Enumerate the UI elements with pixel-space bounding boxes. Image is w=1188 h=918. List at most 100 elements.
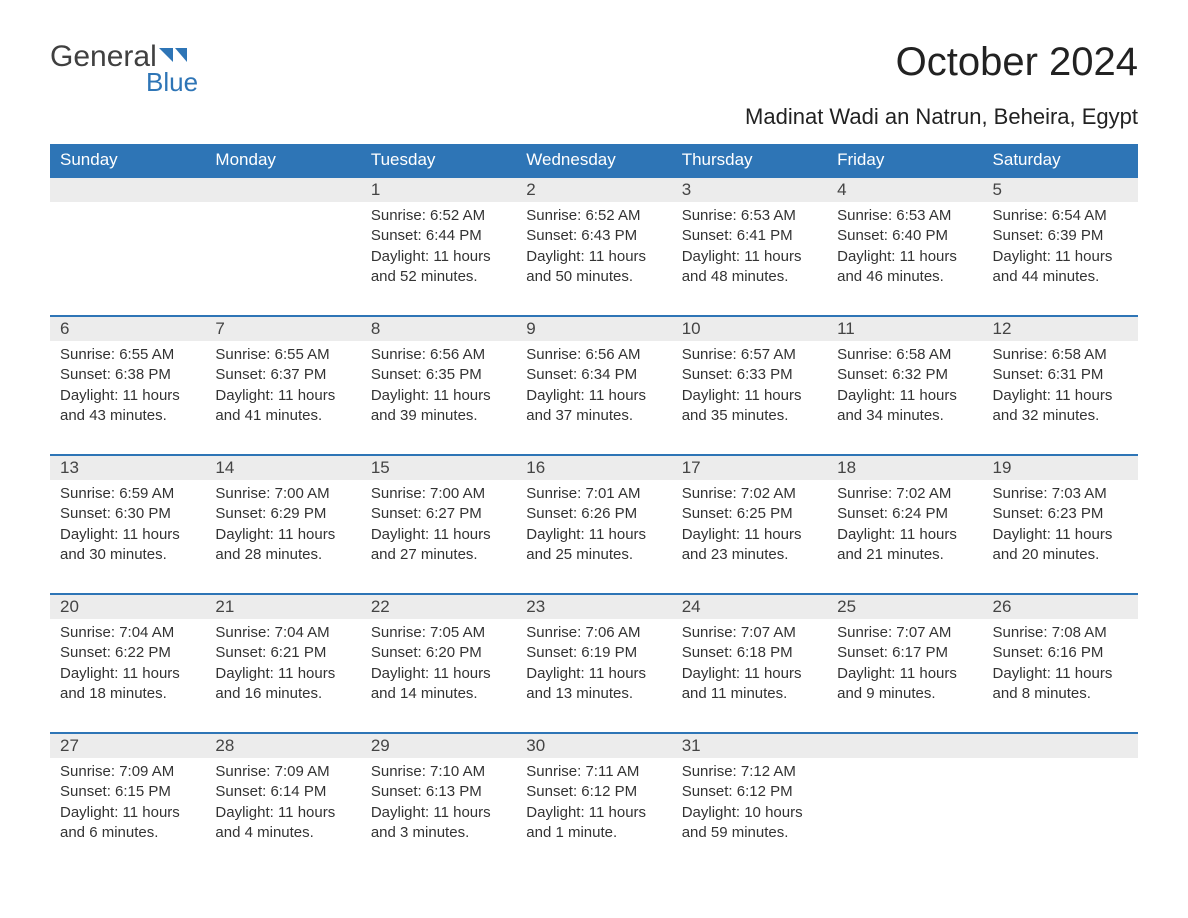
day-number: 4 [837,180,846,199]
day-number-cell: 20 [50,594,205,619]
sunrise-text: Sunrise: 6:55 AM [60,345,195,365]
sunrise-text: Sunrise: 6:56 AM [526,345,661,365]
sunset-text: Sunset: 6:14 PM [215,782,350,802]
sunset-text: Sunset: 6:41 PM [682,226,817,246]
sunset-text: Sunset: 6:17 PM [837,643,972,663]
day-number-cell: 3 [672,177,827,202]
day-number-cell [50,177,205,202]
sunset-text: Sunset: 6:33 PM [682,365,817,385]
day-content-cell [50,202,205,316]
day-number-cell: 8 [361,316,516,341]
sunset-text: Sunset: 6:34 PM [526,365,661,385]
weekday-header: Monday [205,144,360,177]
daylight-text: Daylight: 11 hours and 8 minutes. [993,664,1128,705]
day-number-cell: 27 [50,733,205,758]
daylight-text: Daylight: 11 hours and 9 minutes. [837,664,972,705]
day-number: 14 [215,458,234,477]
daylight-text: Daylight: 11 hours and 28 minutes. [215,525,350,566]
day-content-cell: Sunrise: 6:55 AMSunset: 6:38 PMDaylight:… [50,341,205,455]
day-number: 28 [215,736,234,755]
daynum-row: 6 789 10 11 12 [50,316,1138,341]
day-number-cell: 18 [827,455,982,480]
sunrise-text: Sunrise: 7:09 AM [60,762,195,782]
day-content-cell: Sunrise: 6:54 AMSunset: 6:39 PMDaylight:… [983,202,1138,316]
day-number: 3 [682,180,691,199]
day-number-cell: 11 [827,316,982,341]
daylight-text: Daylight: 11 hours and 1 minute. [526,803,661,844]
daylight-text: Daylight: 11 hours and 3 minutes. [371,803,506,844]
sunrise-text: Sunrise: 7:02 AM [837,484,972,504]
daylight-text: Daylight: 11 hours and 18 minutes. [60,664,195,705]
daylight-text: Daylight: 11 hours and 43 minutes. [60,386,195,427]
day-content-cell [205,202,360,316]
day-content-cell: Sunrise: 7:05 AMSunset: 6:20 PMDaylight:… [361,619,516,733]
sunset-text: Sunset: 6:26 PM [526,504,661,524]
day-content-cell: Sunrise: 6:57 AMSunset: 6:33 PMDaylight:… [672,341,827,455]
day-number: 13 [60,458,79,477]
day-content-cell: Sunrise: 6:58 AMSunset: 6:31 PMDaylight:… [983,341,1138,455]
day-number-cell: 28 [205,733,360,758]
sunset-text: Sunset: 6:30 PM [60,504,195,524]
sunrise-text: Sunrise: 6:58 AM [837,345,972,365]
day-number-cell: 9 [516,316,671,341]
day-number: 12 [993,319,1012,338]
day-number-cell: 29 [361,733,516,758]
brand-blue: Blue [146,67,198,97]
sunset-text: Sunset: 6:16 PM [993,643,1128,663]
day-content-cell: Sunrise: 7:02 AMSunset: 6:25 PMDaylight:… [672,480,827,594]
sunrise-text: Sunrise: 7:07 AM [682,623,817,643]
sunset-text: Sunset: 6:12 PM [526,782,661,802]
day-number: 10 [682,319,701,338]
weekday-header: Sunday [50,144,205,177]
daylight-text: Daylight: 11 hours and 23 minutes. [682,525,817,566]
day-content-cell: Sunrise: 7:03 AMSunset: 6:23 PMDaylight:… [983,480,1138,594]
sunrise-text: Sunrise: 7:09 AM [215,762,350,782]
daylight-text: Daylight: 11 hours and 46 minutes. [837,247,972,288]
day-number: 9 [526,319,535,338]
day-content-cell: Sunrise: 6:55 AMSunset: 6:37 PMDaylight:… [205,341,360,455]
daycontent-row: Sunrise: 6:59 AMSunset: 6:30 PM Daylight:… [50,480,1138,594]
location: Madinat Wadi an Natrun, Beheira, Egypt [50,104,1138,130]
day-content-cell: Sunrise: 6:59 AMSunset: 6:30 PMDaylight:… [50,480,205,594]
day-number-cell: 5 [983,177,1138,202]
day-number-cell: 16 [516,455,671,480]
day-content-cell: Sunrise: 7:09 AMSunset: 6:15 PMDaylight:… [50,758,205,871]
day-content-cell: Sunrise: 7:06 AMSunset: 6:19 PMDaylight:… [516,619,671,733]
sunset-text: Sunset: 6:21 PM [215,643,350,663]
sunset-text: Sunset: 6:24 PM [837,504,972,524]
daylight-text: Daylight: 11 hours and 6 minutes. [60,803,195,844]
sunrise-text: Sunrise: 7:00 AM [215,484,350,504]
day-number: 22 [371,597,390,616]
daylight-text: Daylight: 11 hours and 20 minutes. [993,525,1128,566]
daylight-text: Daylight: 11 hours and 37 minutes. [526,386,661,427]
day-number: 21 [215,597,234,616]
title-block: October 2024 [896,40,1138,85]
day-number: 31 [682,736,701,755]
sunrise-text: Sunrise: 6:58 AM [993,345,1128,365]
day-content-cell: Sunrise: 6:53 AMSunset: 6:40 PMDaylight:… [827,202,982,316]
day-number: 19 [993,458,1012,477]
day-number-cell: 14 [205,455,360,480]
day-content-cell: Sunrise: 7:12 AMSunset: 6:12 PMDaylight:… [672,758,827,871]
day-content-cell: Sunrise: 7:09 AMSunset: 6:14 PMDaylight:… [205,758,360,871]
day-content-cell: Sunrise: 7:08 AMSunset: 6:16 PMDaylight:… [983,619,1138,733]
sunset-text: Sunset: 6:18 PM [682,643,817,663]
day-content-cell: Sunrise: 6:52 AMSunset: 6:44 PMDaylight:… [361,202,516,316]
daylight-text: Daylight: 11 hours and 4 minutes. [215,803,350,844]
daylight-text: Daylight: 11 hours and 14 minutes. [371,664,506,705]
sunset-text: Sunset: 6:37 PM [215,365,350,385]
sunset-text: Sunset: 6:13 PM [371,782,506,802]
day-number: 27 [60,736,79,755]
sunrise-text: Sunrise: 6:59 AM [60,484,195,504]
day-number-cell: 25 [827,594,982,619]
day-number-cell: 15 [361,455,516,480]
day-number-cell: 19 [983,455,1138,480]
day-number-cell: 7 [205,316,360,341]
day-content-cell: Sunrise: 6:58 AMSunset: 6:32 PMDaylight:… [827,341,982,455]
daycontent-row: Sunrise: 6:55 AMSunset: 6:38 PMDaylight:… [50,341,1138,455]
day-number-cell: 6 [50,316,205,341]
sunrise-text: Sunrise: 6:53 AM [682,206,817,226]
day-number: 29 [371,736,390,755]
day-number: 6 [60,319,69,338]
sunrise-text: Sunrise: 7:01 AM [526,484,661,504]
